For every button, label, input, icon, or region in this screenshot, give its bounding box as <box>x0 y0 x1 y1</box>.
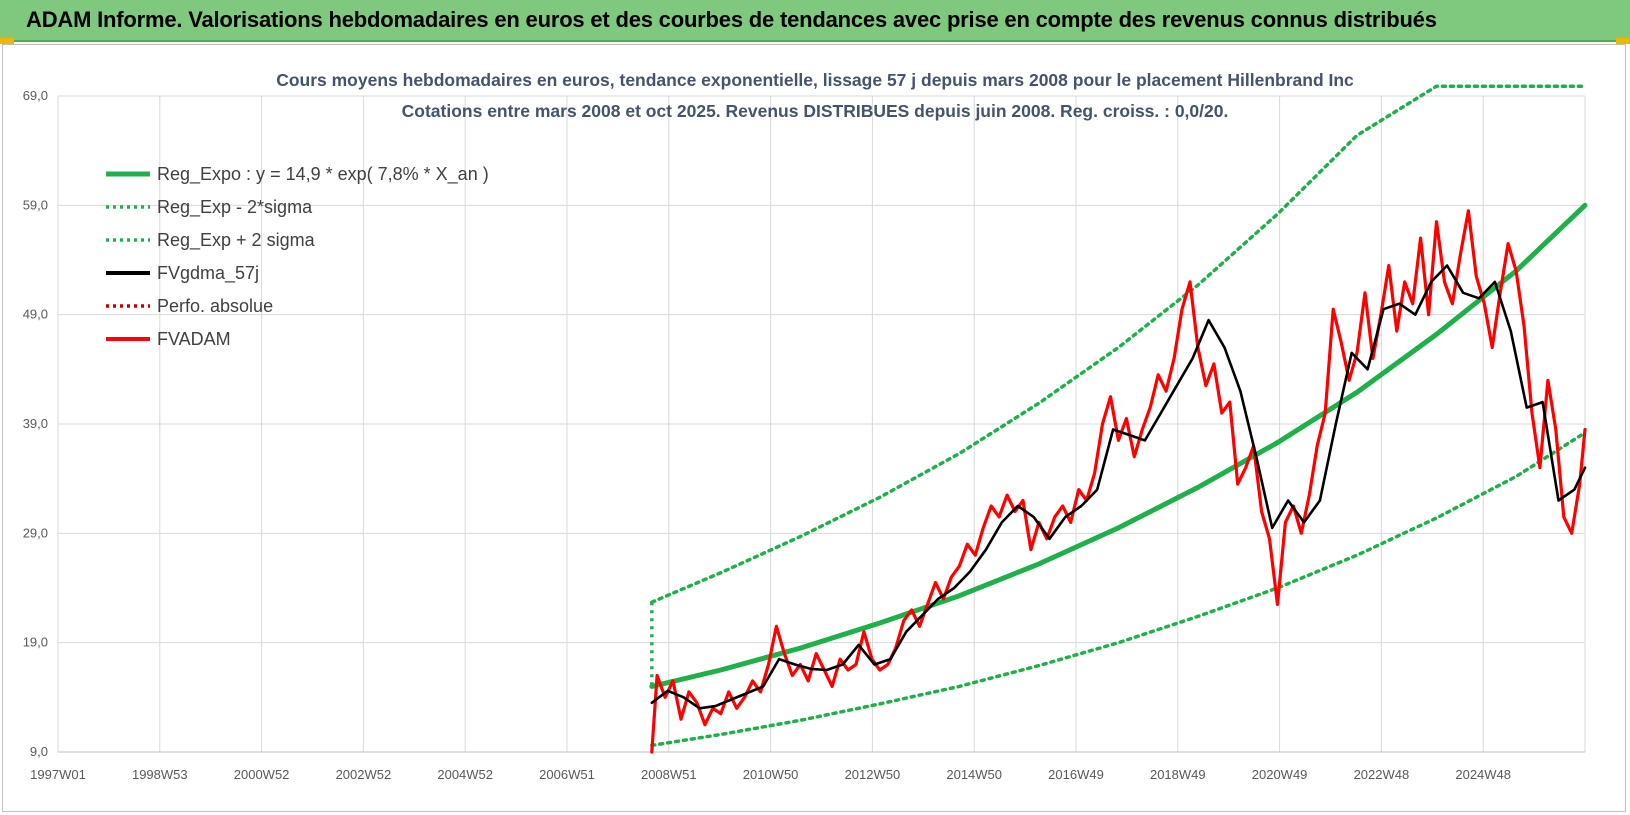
page-title: ADAM Informe. Valorisations hebdomadaire… <box>26 7 1437 32</box>
y-tick-label: 29,0 <box>23 525 48 540</box>
y-tick-label: 19,0 <box>23 635 48 650</box>
x-tick-label: 2012W50 <box>845 767 901 782</box>
legend-label-perfo: Perfo. absolue <box>157 296 273 316</box>
x-tick-label: 2006W51 <box>539 767 595 782</box>
x-tick-label: 2002W52 <box>336 767 392 782</box>
smoothed-line <box>650 264 1587 710</box>
sigma-plus-line <box>650 84 1587 604</box>
sigma-minus-line <box>650 430 1587 748</box>
legend-label-fvadam: FVADAM <box>157 329 231 349</box>
legend-label-fvgdma: FVgdma_57j <box>157 263 259 284</box>
series-layer <box>649 84 1588 754</box>
x-tick-label: 2020W49 <box>1252 767 1308 782</box>
y-tick-label: 39,0 <box>23 416 48 431</box>
legend-label-reg_minus: Reg_Exp - 2*sigma <box>157 197 313 218</box>
header-banner: ADAM Informe. Valorisations hebdomadaire… <box>0 0 1630 42</box>
legend-label-reg_expo: Reg_Expo : y = 14,9 * exp( 7,8% * X_an ) <box>157 164 489 185</box>
x-tick-label: 2022W48 <box>1354 767 1410 782</box>
x-tick-label: 2004W52 <box>437 767 493 782</box>
legend-label-reg_plus: Reg_Exp + 2 sigma <box>157 230 316 251</box>
x-tick-label: 2018W49 <box>1150 767 1206 782</box>
chart-frame <box>2 44 1626 812</box>
corner-accent-right <box>1616 38 1630 44</box>
corner-accent-left <box>0 38 14 44</box>
x-tick-label: 1997W01 <box>30 767 86 782</box>
chart-title-line-1: Cours moyens hebdomadaires en euros, ten… <box>276 70 1354 90</box>
y-tick-label: 49,0 <box>23 307 48 322</box>
chart-title-line-2: Cotations entre mars 2008 et oct 2025. R… <box>402 101 1229 121</box>
x-tick-label: 2000W52 <box>234 767 290 782</box>
x-tick-label: 2024W48 <box>1455 767 1511 782</box>
y-tick-label: 9,0 <box>30 744 48 759</box>
x-tick-label: 2014W50 <box>946 767 1002 782</box>
axis-ticks: 9,0 19,0 29,0 39,0 49,0 59,0 69,0 1997W01 1998W5… <box>23 88 1511 782</box>
gridlines <box>57 95 1586 753</box>
price-line <box>650 209 1587 754</box>
y-tick-label: 59,0 <box>23 197 48 212</box>
regression-line <box>649 202 1588 689</box>
legend: Reg_Expo : y = 14,9 * exp( 7,8% * X_an )… <box>106 164 489 349</box>
x-tick-label: 2008W51 <box>641 767 697 782</box>
x-tick-label: 2010W50 <box>743 767 799 782</box>
y-tick-label: 69,0 <box>23 88 48 103</box>
x-tick-label: 1998W53 <box>132 767 188 782</box>
x-tick-label: 2016W49 <box>1048 767 1104 782</box>
